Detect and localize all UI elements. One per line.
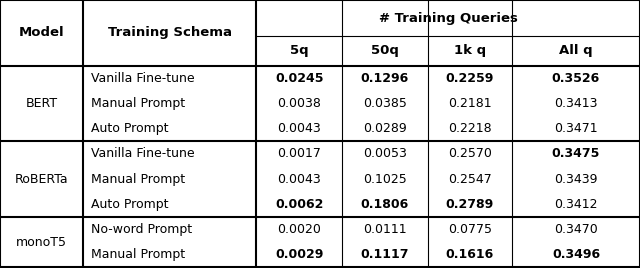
Text: 0.0289: 0.0289 [363, 122, 407, 135]
Text: 0.2789: 0.2789 [445, 198, 494, 211]
Text: 0.0775: 0.0775 [448, 223, 492, 236]
Text: 0.3526: 0.3526 [552, 72, 600, 85]
Text: Vanilla Fine-tune: Vanilla Fine-tune [91, 72, 195, 85]
Text: 0.0020: 0.0020 [277, 223, 321, 236]
Text: 0.1117: 0.1117 [361, 248, 409, 261]
Text: 0.0029: 0.0029 [275, 248, 323, 261]
Text: 0.3470: 0.3470 [554, 223, 598, 236]
Text: 0.0385: 0.0385 [363, 97, 407, 110]
Text: 0.0043: 0.0043 [277, 122, 321, 135]
Text: No-word Prompt: No-word Prompt [91, 223, 192, 236]
Text: RoBERTa: RoBERTa [15, 173, 68, 185]
Text: 0.0245: 0.0245 [275, 72, 323, 85]
Text: Manual Prompt: Manual Prompt [91, 97, 185, 110]
Text: 0.0043: 0.0043 [277, 173, 321, 185]
Text: 0.3412: 0.3412 [554, 198, 598, 211]
Text: Vanilla Fine-tune: Vanilla Fine-tune [91, 147, 195, 160]
Text: 0.1806: 0.1806 [361, 198, 409, 211]
Text: 0.0053: 0.0053 [363, 147, 407, 160]
Text: Manual Prompt: Manual Prompt [91, 248, 185, 261]
Text: # Training Queries: # Training Queries [379, 12, 517, 25]
Text: Training Schema: Training Schema [108, 26, 232, 39]
Text: 0.0111: 0.0111 [363, 223, 407, 236]
Text: 0.0062: 0.0062 [275, 198, 323, 211]
Text: BERT: BERT [26, 97, 58, 110]
Text: 0.2259: 0.2259 [445, 72, 494, 85]
Text: 1k q: 1k q [454, 44, 486, 57]
Text: 0.2181: 0.2181 [448, 97, 492, 110]
Text: 0.1616: 0.1616 [445, 248, 494, 261]
Text: monoT5: monoT5 [16, 236, 67, 248]
Text: 0.2547: 0.2547 [448, 173, 492, 185]
Text: 0.1025: 0.1025 [363, 173, 407, 185]
Text: All q: All q [559, 44, 593, 57]
Text: 0.3496: 0.3496 [552, 248, 600, 261]
Text: Auto Prompt: Auto Prompt [91, 198, 168, 211]
Text: 0.3471: 0.3471 [554, 122, 598, 135]
Text: 0.3413: 0.3413 [554, 97, 598, 110]
Text: 0.3475: 0.3475 [552, 147, 600, 160]
Text: 0.3439: 0.3439 [554, 173, 598, 185]
Text: 0.2218: 0.2218 [448, 122, 492, 135]
Text: 0.0017: 0.0017 [277, 147, 321, 160]
Text: Auto Prompt: Auto Prompt [91, 122, 168, 135]
Text: 5q: 5q [290, 44, 308, 57]
Text: 0.2570: 0.2570 [448, 147, 492, 160]
Text: 0.0038: 0.0038 [277, 97, 321, 110]
Text: 50q: 50q [371, 44, 399, 57]
Text: 0.1296: 0.1296 [361, 72, 409, 85]
Text: Manual Prompt: Manual Prompt [91, 173, 185, 185]
Text: Model: Model [19, 26, 65, 39]
